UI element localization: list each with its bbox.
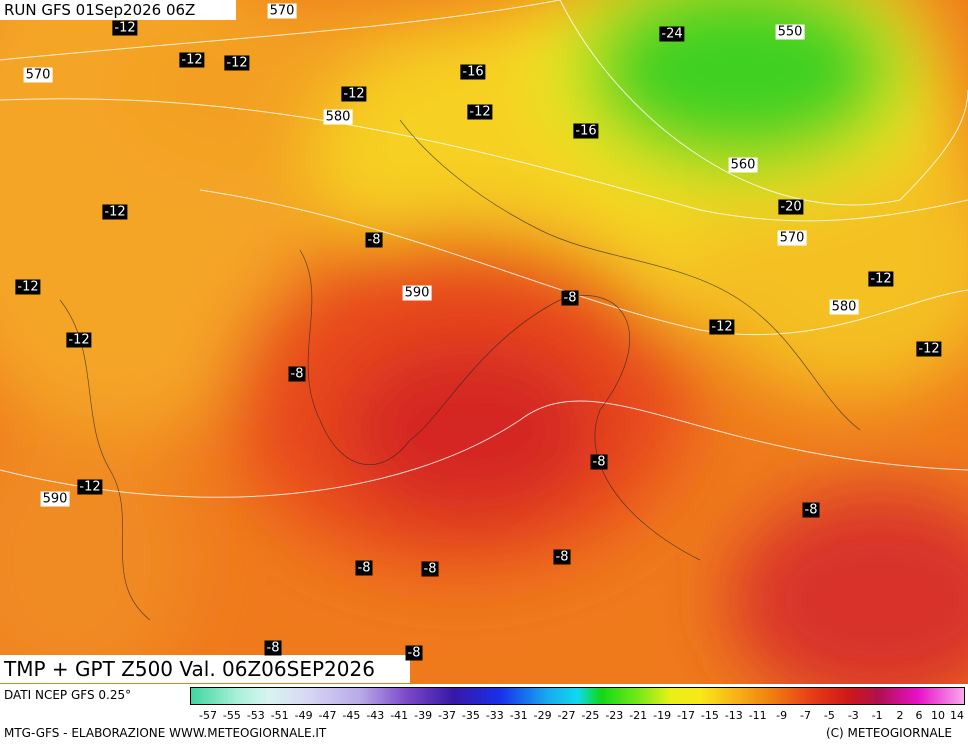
scale-tick-label: -55 [222,709,241,722]
temperature-label: -12 [15,279,41,295]
scale-tick-label: -29 [533,709,552,722]
temperature-label: -16 [573,123,599,139]
height-label: 570 [267,3,297,19]
scale-tick-label: -11 [748,709,767,722]
height-label: 570 [23,67,53,83]
temperature-label: -12 [341,86,367,102]
color-scale [190,687,965,705]
scale-tick-label: -9 [776,709,788,722]
credit-text: MTG-GFS - ELABORAZIONE WWW.METEOGIORNALE… [4,726,327,740]
temperature-label: -8 [365,232,383,248]
temperature-label: -12 [709,319,735,335]
temperature-label: -12 [179,52,205,68]
height-label: 560 [728,157,758,173]
scale-tick-label: 2 [896,709,904,722]
scale-tick-label: -5 [823,709,835,722]
scale-tick-label: -45 [342,709,361,722]
scale-tick-label: -19 [653,709,672,722]
scale-tick-label: -17 [677,709,695,722]
scale-tick-label: -21 [629,709,648,722]
temperature-label: -8 [264,640,282,656]
scale-tick-label: -1 [871,709,883,722]
scale-tick-label: -3 [847,709,859,722]
temperature-label: -12 [916,341,942,357]
scale-tick-label: -39 [414,709,433,722]
scale-tick-label: -31 [509,709,528,722]
scale-tick-label: 10 [931,709,945,722]
temperature-label: -12 [102,204,128,220]
height-label: 590 [40,491,70,507]
temperature-label: -12 [467,104,493,120]
temperature-label: -8 [802,502,820,518]
height-label: 580 [323,109,353,125]
scale-tick-label: -49 [294,709,313,722]
temperature-label: -12 [224,55,250,71]
scale-tick-label: 14 [950,709,964,722]
scale-tick-label: -53 [246,709,265,722]
height-label: 550 [775,24,805,40]
scale-tick-label: -7 [800,709,811,722]
temperature-label: -8 [561,290,579,306]
temperature-label: -12 [868,271,894,287]
temperature-label: -8 [553,549,571,565]
scale-tick-label: -51 [270,709,289,722]
height-label: 570 [777,230,807,246]
scale-tick-label: -15 [700,709,719,722]
copyright-text: (C) METEOGIORNALE [826,726,952,740]
scale-tick-label: -57 [199,709,217,722]
temperature-label: -8 [590,454,608,470]
temperature-label: -16 [460,64,486,80]
height-label: 580 [829,299,859,315]
temperature-label: -12 [66,332,92,348]
scale-tick-label: 6 [915,709,923,722]
source-text: DATI NCEP GFS 0.25° [4,688,132,702]
scale-tick-label: -23 [605,709,624,722]
scale-tick-label: -13 [724,709,743,722]
map-title: TMP + GPT Z500 Val. 06Z06SEP2026 [0,655,410,683]
scale-tick-label: -41 [390,709,409,722]
scale-tick-label: -27 [557,709,576,722]
temperature-label: -8 [421,561,439,577]
scale-tick-label: -37 [438,709,456,722]
temperature-label: -20 [778,199,804,215]
temperature-label: -12 [112,20,138,36]
scale-tick-label: -33 [485,709,504,722]
run-label: RUN GFS 01Sep2026 06Z [0,0,236,20]
weather-map [0,0,968,684]
scale-tick-label: -25 [581,709,600,722]
temperature-label: -8 [288,366,306,382]
temperature-label: -8 [355,560,373,576]
scale-tick-label: -35 [461,709,480,722]
scale-tick-label: -47 [318,709,337,722]
temperature-label: -8 [405,645,423,661]
temperature-label: -12 [77,479,103,495]
temperature-label: -24 [659,26,685,42]
height-label: 590 [402,285,432,301]
scale-tick-label: -43 [366,709,385,722]
